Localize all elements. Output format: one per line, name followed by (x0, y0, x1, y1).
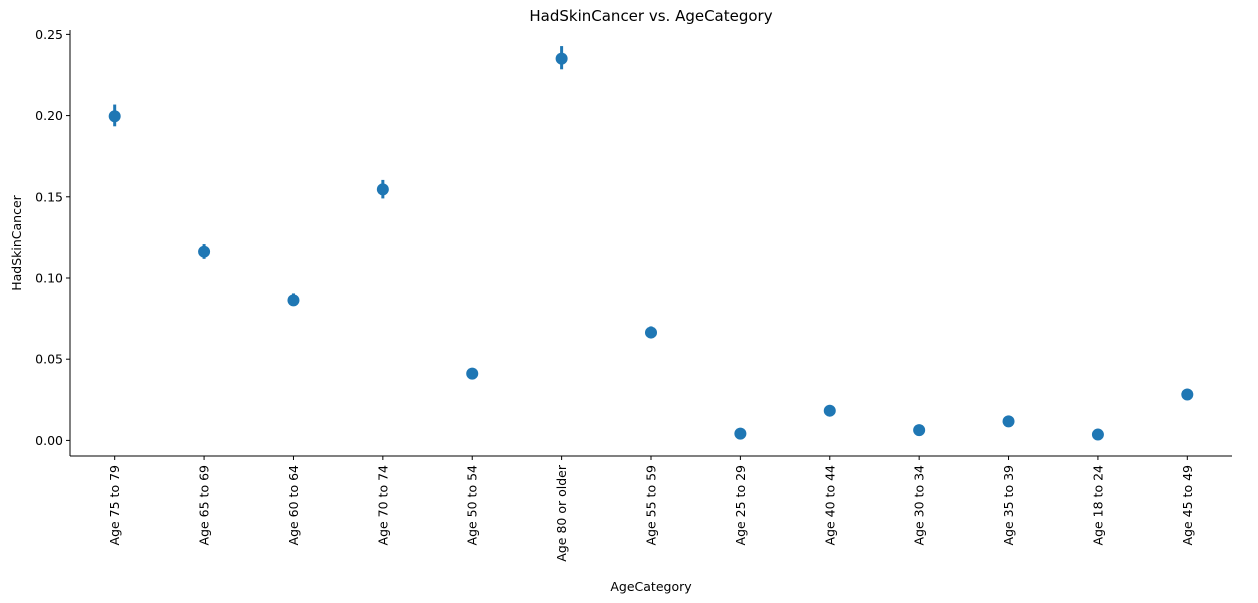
chart-title: HadSkinCancer vs. AgeCategory (529, 7, 772, 25)
data-point (734, 427, 747, 440)
data-points (108, 46, 1194, 441)
y-axis-title: HadSkinCancer (9, 194, 24, 290)
x-tick-label: Age 45 to 49 (1180, 465, 1195, 546)
x-tick-label: Age 50 to 54 (465, 465, 480, 546)
x-tick-label: Age 18 to 24 (1090, 465, 1105, 546)
x-tick-label: Age 35 to 39 (1001, 465, 1016, 546)
data-point (823, 404, 836, 417)
x-tick-label: Age 70 to 74 (375, 465, 390, 546)
data-point (1181, 388, 1194, 401)
x-tick-label: Age 80 or older (554, 464, 569, 562)
x-tick-label: Age 65 to 69 (197, 465, 212, 546)
y-tick-label: 0.25 (35, 27, 63, 42)
x-axis-ticks: Age 75 to 79 Age 65 to 69 Age 60 to 64 Age … (107, 456, 1195, 562)
data-point (555, 52, 568, 65)
y-tick-label: 0.05 (35, 352, 63, 367)
x-tick-label: Age 30 to 34 (912, 465, 927, 546)
x-tick-label: Age 55 to 59 (644, 465, 659, 546)
x-tick-label: Age 25 to 29 (733, 465, 748, 546)
y-tick-label: 0.15 (35, 189, 63, 204)
y-tick-label: 0.20 (35, 108, 63, 123)
x-axis-title: AgeCategory (610, 579, 692, 594)
x-tick-label: Age 40 to 44 (822, 465, 837, 546)
x-tick-label: Age 75 to 79 (107, 465, 122, 546)
data-point (466, 367, 479, 380)
y-axis-ticks: 0.00 0.05 0.10 0.15 0.20 0.25 (35, 27, 70, 448)
data-point (645, 326, 657, 339)
data-point (1091, 428, 1104, 441)
data-point (376, 183, 389, 196)
y-tick-label: 0.10 (35, 270, 63, 285)
data-point (108, 110, 121, 123)
x-tick-label: Age 60 to 64 (286, 465, 301, 546)
data-point (913, 424, 926, 437)
data-point (198, 245, 211, 258)
data-point (287, 294, 300, 307)
y-tick-label: 0.00 (35, 433, 63, 448)
data-point (1002, 415, 1015, 428)
